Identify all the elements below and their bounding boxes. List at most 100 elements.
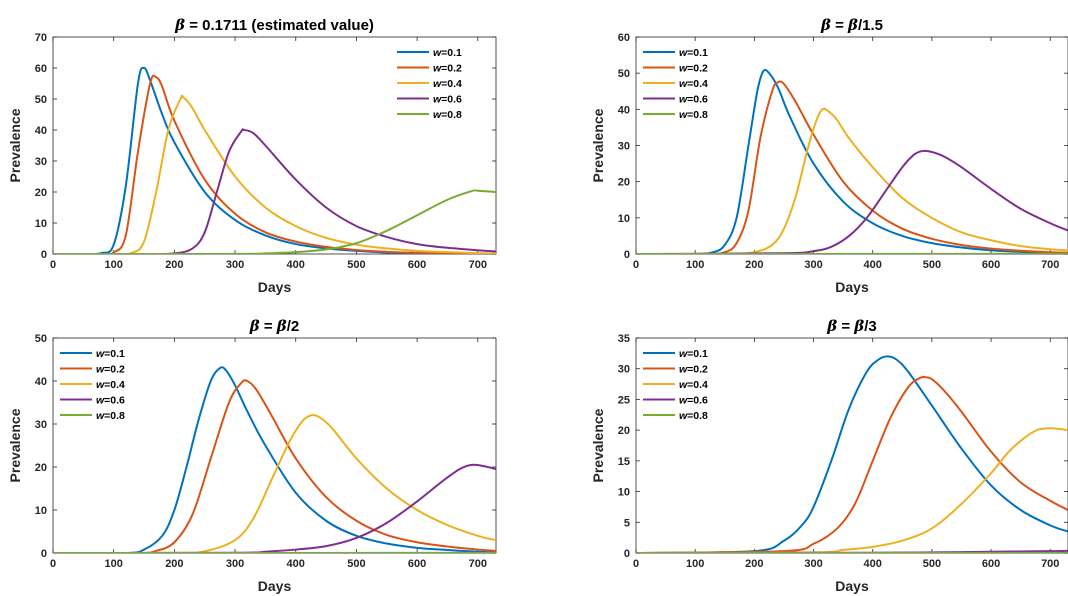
chart-title-part: /2 [287, 318, 300, 335]
legend-var: w [96, 395, 105, 407]
legend-entry: w=0.6 [433, 94, 462, 106]
y-tick-label: 50 [35, 94, 47, 106]
y-tick-label: 0 [624, 548, 630, 560]
chart-title: β = 0.1711 (estimated value) [174, 16, 374, 34]
y-tick-label: 20 [618, 425, 630, 437]
x-tick-label: 100 [105, 558, 123, 570]
x-tick-label: 600 [408, 259, 426, 271]
legend-var: w [96, 379, 105, 391]
chart-panel-4: 0 100 200 300 400 500 600 700 0 5 10 15 20 25 30 35 Days… [590, 317, 1068, 594]
legend-var: w [679, 348, 688, 360]
x-tick-label: 300 [804, 558, 822, 570]
y-axis-label: Prevalence [7, 408, 23, 482]
legend-val: =0.2 [687, 63, 708, 75]
legend-entry: w=0.6 [679, 94, 708, 106]
legend-val: =0.1 [687, 47, 708, 59]
legend-var: w [679, 109, 688, 121]
legend-var: w [433, 47, 442, 59]
y-axis-label: Prevalence [590, 108, 606, 182]
y-tick-label: 10 [35, 505, 47, 517]
y-axis-label: Prevalence [7, 108, 23, 182]
chart-title-part: = [837, 318, 854, 335]
legend-val: =0.4 [441, 78, 462, 90]
x-tick-label: 300 [804, 259, 822, 271]
x-tick-label: 500 [923, 259, 941, 271]
legend-var: w [679, 364, 688, 376]
chart-title-part: = 0.1711 (estimated value) [185, 17, 374, 34]
chart-title-part: β [174, 16, 185, 34]
y-tick-label: 30 [35, 419, 47, 431]
legend-entry: w=0.4 [679, 78, 708, 90]
legend-entry: w=0.2 [679, 63, 708, 75]
legend-val: =0.6 [104, 395, 125, 407]
x-tick-label: 400 [287, 259, 305, 271]
series-line-w-0.2 [53, 379, 496, 553]
chart-panel-3: 0 100 200 300 400 500 600 700 0 10 20 30 40 50 Days Pre… [7, 317, 497, 594]
legend-var: w [433, 109, 442, 121]
legend: w=0.1w=0.2w=0.4w=0.6w=0.8 [60, 348, 125, 422]
y-tick-label: 15 [618, 456, 630, 468]
y-tick-label: 30 [35, 156, 47, 168]
legend-entry: w=0.2 [96, 364, 125, 376]
x-tick-label: 0 [50, 259, 56, 271]
y-tick-label: 30 [618, 141, 630, 153]
legend-entry: w=0.8 [433, 109, 462, 121]
legend-entry: w=0.8 [96, 410, 125, 422]
y-tick-label: 10 [35, 218, 47, 230]
y-tick-label: 20 [35, 187, 47, 199]
legend-var: w [96, 364, 105, 376]
x-tick-label: 700 [469, 259, 487, 271]
x-tick-label: 300 [226, 558, 244, 570]
legend-val: =0.4 [687, 379, 708, 391]
x-tick-label: 0 [50, 558, 56, 570]
legend-entry: w=0.8 [679, 109, 708, 121]
y-tick-label: 60 [35, 63, 47, 75]
chart-panel-2: 0 100 200 300 400 500 600 700 0 10 20 30 40 50 60 Days P… [590, 16, 1068, 295]
chart-title-part: = [831, 17, 848, 34]
chart-title: β = β/1.5 [820, 16, 883, 34]
legend-val: =0.1 [441, 47, 462, 59]
chart-panel-1: 0 100 200 300 400 500 600 700 0 10 20 30 40 50 60 70 Day… [7, 16, 497, 295]
legend-val: =0.1 [687, 348, 708, 360]
x-tick-label: 100 [105, 259, 123, 271]
y-tick-label: 10 [618, 213, 630, 225]
legend-entry: w=0.8 [679, 410, 708, 422]
chart-title-part: = [260, 318, 277, 335]
y-tick-label: 0 [41, 249, 47, 261]
chart-title-part: β [249, 317, 260, 335]
legend-entry: w=0.2 [679, 364, 708, 376]
series-line-w-0.2 [53, 74, 496, 254]
legend-val: =0.6 [441, 94, 462, 106]
legend-var: w [679, 395, 688, 407]
legend-val: =0.8 [441, 109, 462, 121]
legend-var: w [679, 47, 688, 59]
x-tick-label: 400 [864, 558, 882, 570]
legend-val: =0.2 [104, 364, 125, 376]
legend-val: =0.1 [104, 348, 125, 360]
legend-val: =0.8 [687, 410, 708, 422]
legend-var: w [679, 78, 688, 90]
legend-val: =0.6 [687, 94, 708, 106]
chart-title-part: β [276, 317, 287, 335]
y-tick-label: 40 [35, 125, 47, 137]
y-tick-label: 40 [618, 104, 630, 116]
legend: w=0.1w=0.2w=0.4w=0.6w=0.8 [643, 348, 708, 422]
y-tick-label: 20 [618, 177, 630, 189]
series-line-w-0.2 [636, 375, 1068, 553]
x-tick-label: 0 [633, 558, 639, 570]
legend-entry: w=0.4 [96, 379, 125, 391]
x-axis-label: Days [835, 578, 869, 594]
series-line-w-0.1 [636, 68, 1068, 254]
series-line-w-0.6 [636, 149, 1068, 254]
series-line-w-0.4 [53, 94, 496, 254]
x-tick-label: 700 [1041, 259, 1059, 271]
series-group [53, 66, 496, 254]
series-line-w-0.4 [636, 427, 1068, 553]
legend: w=0.1w=0.2w=0.4w=0.6w=0.8 [643, 47, 708, 121]
x-tick-label: 700 [1041, 558, 1059, 570]
y-tick-label: 60 [618, 32, 630, 44]
legend-var: w [679, 63, 688, 75]
x-tick-label: 200 [165, 558, 183, 570]
y-tick-label: 25 [618, 394, 630, 406]
